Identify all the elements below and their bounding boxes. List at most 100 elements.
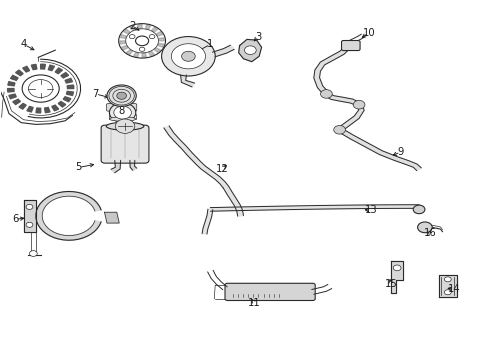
Polygon shape bbox=[202, 209, 212, 234]
Polygon shape bbox=[133, 52, 139, 57]
Circle shape bbox=[139, 47, 144, 51]
Polygon shape bbox=[65, 78, 72, 83]
Polygon shape bbox=[8, 82, 15, 86]
Polygon shape bbox=[154, 48, 160, 53]
Polygon shape bbox=[120, 35, 126, 39]
Circle shape bbox=[135, 36, 148, 46]
Circle shape bbox=[115, 119, 135, 134]
Polygon shape bbox=[180, 75, 194, 87]
Polygon shape bbox=[61, 73, 68, 78]
Polygon shape bbox=[23, 66, 29, 72]
Polygon shape bbox=[11, 75, 18, 80]
Polygon shape bbox=[36, 192, 101, 240]
Text: 13: 13 bbox=[364, 206, 377, 216]
Polygon shape bbox=[67, 85, 74, 89]
Circle shape bbox=[26, 204, 33, 210]
Polygon shape bbox=[156, 32, 163, 36]
Polygon shape bbox=[27, 107, 33, 112]
Text: 10: 10 bbox=[362, 28, 374, 38]
Text: 8: 8 bbox=[118, 106, 124, 116]
Circle shape bbox=[320, 90, 331, 98]
Polygon shape bbox=[129, 26, 135, 31]
Polygon shape bbox=[9, 94, 16, 99]
Polygon shape bbox=[126, 50, 132, 54]
Circle shape bbox=[412, 205, 424, 214]
Text: 9: 9 bbox=[397, 147, 403, 157]
Circle shape bbox=[129, 35, 135, 39]
Circle shape bbox=[114, 106, 131, 119]
Circle shape bbox=[109, 103, 136, 122]
Text: 5: 5 bbox=[75, 162, 81, 172]
Circle shape bbox=[171, 44, 205, 69]
Circle shape bbox=[26, 222, 33, 227]
Text: 1: 1 bbox=[207, 40, 213, 49]
Polygon shape bbox=[122, 46, 128, 50]
Polygon shape bbox=[210, 205, 418, 211]
Polygon shape bbox=[223, 186, 243, 216]
Polygon shape bbox=[16, 70, 23, 76]
Text: 2: 2 bbox=[129, 21, 135, 31]
Polygon shape bbox=[157, 43, 163, 47]
Polygon shape bbox=[48, 65, 54, 71]
Text: 14: 14 bbox=[447, 284, 460, 294]
Polygon shape bbox=[23, 200, 36, 232]
Text: 7: 7 bbox=[92, 89, 99, 99]
Circle shape bbox=[444, 290, 450, 295]
Polygon shape bbox=[390, 261, 402, 293]
Text: 12: 12 bbox=[216, 163, 228, 174]
Polygon shape bbox=[19, 103, 26, 109]
FancyBboxPatch shape bbox=[341, 41, 359, 50]
Polygon shape bbox=[130, 160, 137, 170]
Polygon shape bbox=[151, 27, 158, 32]
Circle shape bbox=[181, 51, 195, 61]
Circle shape bbox=[161, 37, 215, 76]
Polygon shape bbox=[123, 29, 130, 34]
Polygon shape bbox=[148, 51, 154, 56]
Circle shape bbox=[333, 126, 345, 134]
Ellipse shape bbox=[106, 122, 143, 130]
Polygon shape bbox=[31, 64, 37, 69]
Polygon shape bbox=[337, 128, 421, 171]
Polygon shape bbox=[142, 53, 146, 57]
Polygon shape bbox=[104, 212, 119, 223]
Text: 16: 16 bbox=[423, 228, 435, 238]
Polygon shape bbox=[163, 126, 228, 188]
Text: 11: 11 bbox=[247, 298, 260, 308]
Polygon shape bbox=[55, 68, 62, 74]
Circle shape bbox=[149, 35, 155, 39]
Polygon shape bbox=[212, 45, 234, 57]
Polygon shape bbox=[13, 99, 20, 104]
Text: 15: 15 bbox=[384, 279, 396, 289]
Polygon shape bbox=[111, 160, 121, 173]
Polygon shape bbox=[158, 38, 164, 41]
FancyBboxPatch shape bbox=[101, 125, 149, 163]
Polygon shape bbox=[313, 44, 351, 95]
Polygon shape bbox=[324, 92, 364, 131]
Polygon shape bbox=[36, 108, 41, 113]
Polygon shape bbox=[58, 102, 65, 107]
Circle shape bbox=[107, 85, 136, 107]
Polygon shape bbox=[66, 91, 73, 95]
Polygon shape bbox=[238, 40, 261, 62]
FancyBboxPatch shape bbox=[224, 283, 315, 301]
Polygon shape bbox=[120, 41, 125, 44]
Text: 3: 3 bbox=[255, 32, 261, 41]
Polygon shape bbox=[138, 24, 142, 29]
Circle shape bbox=[29, 251, 37, 256]
Circle shape bbox=[117, 92, 126, 99]
Polygon shape bbox=[52, 105, 59, 111]
Polygon shape bbox=[63, 97, 71, 102]
Circle shape bbox=[417, 222, 431, 233]
Circle shape bbox=[352, 100, 364, 109]
Polygon shape bbox=[145, 25, 150, 30]
Polygon shape bbox=[44, 108, 50, 113]
Polygon shape bbox=[438, 275, 456, 297]
Ellipse shape bbox=[109, 117, 136, 121]
Text: 6: 6 bbox=[12, 215, 19, 224]
Polygon shape bbox=[7, 89, 14, 92]
Circle shape bbox=[244, 46, 256, 54]
Polygon shape bbox=[41, 64, 45, 69]
FancyBboxPatch shape bbox=[106, 104, 137, 111]
Circle shape bbox=[444, 277, 450, 282]
Circle shape bbox=[392, 265, 400, 271]
